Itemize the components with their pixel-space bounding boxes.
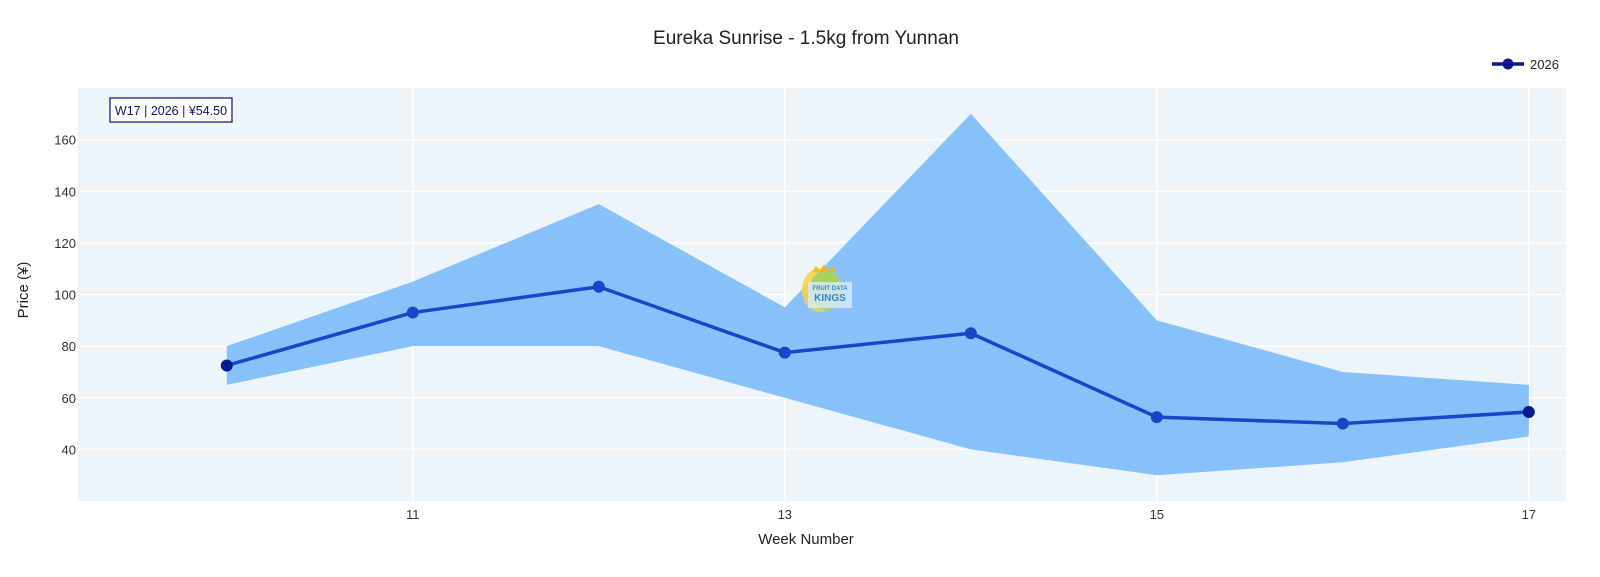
data-point[interactable] [1150,411,1163,424]
y-tick-label: 120 [54,236,76,251]
annotation-box: W17 | 2026 | ¥54.50 [109,97,233,123]
legend[interactable]: 2026 [1492,57,1559,72]
x-axis-title: Week Number [758,531,854,548]
y-tick-label: 80 [62,339,76,354]
data-point[interactable] [778,346,791,359]
annotation-border [109,97,233,123]
legend-label-2026: 2026 [1530,57,1559,72]
logo-text-line1: FRUIT DATA [812,286,848,292]
crown-icon [812,264,836,272]
price-range-band [226,113,1529,476]
y-tick-label: 100 [54,288,76,303]
chart-title: Eureka Sunrise - 1.5kg from Yunnan [653,28,959,49]
series-markers [220,280,1535,430]
watermark-logo: FRUIT DATA KINGS [802,264,852,312]
y-tick-label: 140 [54,184,76,199]
data-point[interactable] [1336,417,1349,430]
data-point[interactable] [220,359,233,372]
legend-marker [1502,58,1514,70]
y-tick-label: 40 [62,442,76,457]
y-tick-label: 60 [62,391,76,406]
x-axis-ticks: 11 13 15 17 [406,507,1536,522]
series-line-layer [226,285,1529,426]
data-point[interactable] [406,306,419,319]
data-point[interactable] [964,327,977,340]
series-line-2026 [226,285,1529,426]
data-point[interactable] [592,280,605,293]
x-tick-label: 17 [1522,507,1536,522]
logo-label-bg [808,282,852,308]
x-tick-label: 13 [778,507,792,522]
y-axis-ticks: 40 60 80 100 120 140 160 [54,133,76,458]
annotation-text: W17 | 2026 | ¥54.50 [115,104,227,118]
price-range-band-layer [226,113,1529,476]
x-tick-label: 11 [406,507,420,522]
data-point[interactable] [1522,405,1535,418]
y-axis-title: Price (¥) [15,262,32,319]
y-tick-label: 160 [54,133,76,148]
logo-text-line2: KINGS [814,293,846,304]
x-tick-label: 15 [1150,507,1164,522]
